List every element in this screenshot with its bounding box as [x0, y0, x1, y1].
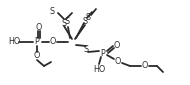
Text: O: O [114, 40, 120, 49]
Text: S: S [64, 18, 70, 27]
Text: S: S [82, 18, 88, 27]
Text: S: S [86, 14, 91, 23]
Text: O: O [36, 23, 42, 32]
Text: P: P [101, 49, 105, 57]
Text: O: O [34, 52, 40, 61]
Text: S: S [61, 19, 66, 28]
Text: O: O [50, 37, 56, 46]
Text: P: P [35, 37, 39, 46]
Text: HO: HO [8, 37, 20, 46]
Text: O: O [142, 62, 148, 70]
Text: S: S [49, 6, 55, 15]
Text: S: S [83, 45, 89, 53]
Text: O: O [115, 57, 121, 66]
Text: HO: HO [93, 65, 105, 74]
